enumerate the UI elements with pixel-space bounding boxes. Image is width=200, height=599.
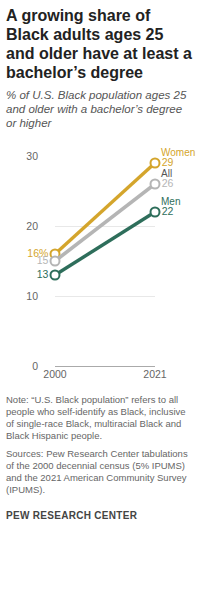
- svg-text:Men: Men: [161, 196, 180, 207]
- svg-text:2000: 2000: [43, 368, 67, 380]
- svg-text:30: 30: [26, 150, 38, 162]
- svg-text:22: 22: [162, 205, 174, 217]
- svg-text:20: 20: [26, 220, 38, 232]
- html-text:PEW RESEARCH CENTER: PEW RESEARCH CENTER: [6, 510, 138, 521]
- html-text:Note: “U.S. Black population”: Note: “U.S. Black population” refers to …: [6, 394, 186, 441]
- svg-text:16%: 16%: [27, 247, 48, 259]
- svg-text:15: 15: [37, 254, 49, 266]
- svg-text:All: All: [161, 168, 172, 179]
- svg-text:0: 0: [32, 360, 38, 372]
- svg-text:Women: Women: [161, 147, 195, 158]
- svg-text:26: 26: [162, 177, 174, 189]
- svg-text:13: 13: [37, 268, 49, 280]
- svg-text:2021: 2021: [143, 368, 167, 380]
- svg-text:10: 10: [26, 290, 38, 302]
- html-text:A growing share of Black adult: A growing share of Black adults ages 25 …: [6, 7, 192, 81]
- html-text:Sources: Pew Research Center t: Sources: Pew Research Center tabulations…: [6, 448, 188, 495]
- svg-text:29: 29: [162, 156, 174, 168]
- html-text:% of U.S. Black population age: % of U.S. Black population ages 25 and o…: [6, 89, 187, 129]
